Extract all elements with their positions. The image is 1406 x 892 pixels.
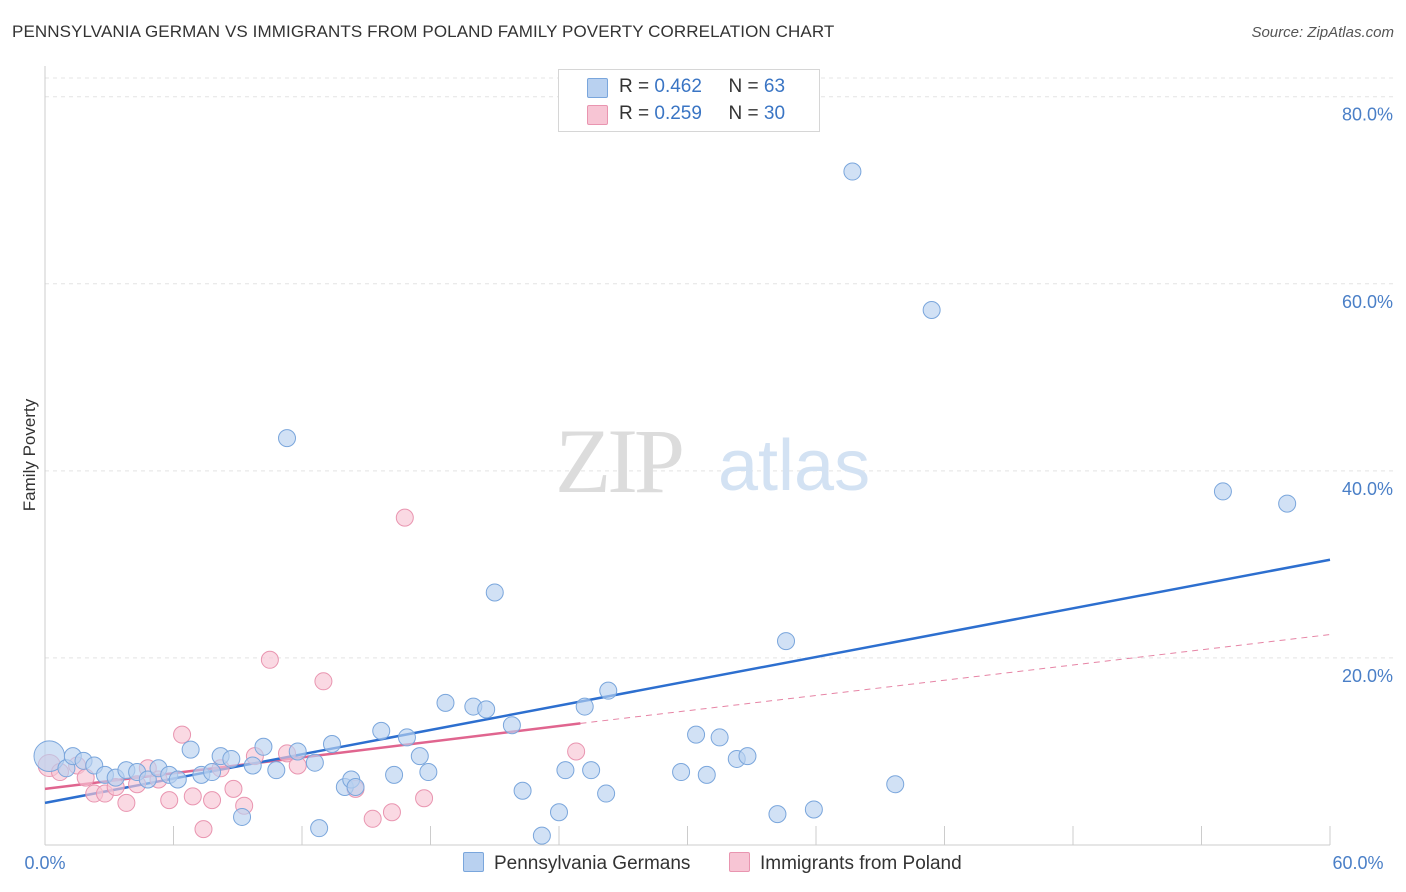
grid	[45, 77, 1393, 659]
data-point-pennsylvania-germans	[768, 805, 787, 824]
data-point-pennsylvania-germans	[532, 826, 551, 845]
legend-r-value: 0.259	[654, 103, 702, 124]
y-tick-label: 60.0%	[1342, 292, 1393, 312]
watermark-zip: ZIP	[555, 410, 682, 512]
data-point-pennsylvania-germans	[687, 725, 706, 744]
data-point-immigrants-from-poland	[567, 742, 586, 761]
data-point-pennsylvania-germans	[397, 728, 416, 747]
data-point-pennsylvania-germans	[1213, 482, 1232, 501]
tick-labels: 20.0% 40.0% 60.0% 80.0% 0.0% 60.0%	[24, 105, 1393, 873]
data-point-pennsylvania-germans	[485, 583, 504, 602]
legend-r-label: R =	[619, 76, 650, 97]
data-point-immigrants-from-poland	[117, 793, 136, 812]
data-point-pennsylvania-germans	[710, 728, 729, 747]
data-point-immigrants-from-poland	[160, 791, 179, 810]
data-point-pennsylvania-germans	[477, 700, 496, 719]
data-point-pennsylvania-germans	[372, 721, 391, 740]
data-point-immigrants-from-poland	[173, 725, 192, 744]
data-point-pennsylvania-germans	[181, 740, 200, 759]
data-points	[33, 162, 1297, 845]
legend-r-value: 0.462	[654, 76, 702, 97]
data-point-pennsylvania-germans	[419, 763, 438, 782]
data-point-immigrants-from-poland	[415, 789, 434, 808]
data-point-immigrants-from-poland	[382, 803, 401, 822]
legend-swatch-blue	[587, 78, 608, 98]
data-point-immigrants-from-poland	[194, 820, 213, 839]
data-point-immigrants-from-poland	[183, 787, 202, 806]
x-tick-label: 60.0%	[1332, 853, 1383, 873]
legend-n-value: 30	[763, 103, 786, 124]
data-point-pennsylvania-germans	[738, 747, 757, 766]
data-point-pennsylvania-germans	[436, 693, 455, 712]
data-point-pennsylvania-germans	[288, 742, 307, 761]
y-tick-label: 20.0%	[1342, 666, 1393, 686]
data-point-immigrants-from-poland	[203, 791, 222, 810]
data-point-pennsylvania-germans	[385, 765, 404, 784]
data-point-pennsylvania-germans	[310, 819, 329, 838]
legend: R = 0.462 N = 63 R = 0.259 N = 30	[558, 69, 820, 132]
data-point-pennsylvania-germans	[138, 770, 157, 789]
data-point-immigrants-from-poland	[224, 779, 243, 798]
data-point-pennsylvania-germans	[278, 429, 297, 448]
bottom-legend-label: Immigrants from Poland	[760, 853, 962, 874]
data-point-pennsylvania-germans	[513, 781, 532, 800]
bottom-legend-swatch-blue	[463, 852, 484, 872]
data-point-immigrants-from-poland	[395, 508, 414, 527]
bottom-legend-label: Pennsylvania Germans	[494, 853, 691, 874]
chart-source: Source: ZipAtlas.com	[1251, 24, 1394, 41]
data-point-pennsylvania-germans	[267, 761, 286, 780]
data-point-pennsylvania-germans	[243, 756, 262, 775]
data-point-pennsylvania-germans	[1278, 494, 1297, 513]
data-point-pennsylvania-germans	[346, 778, 365, 797]
chart-title: PENNSYLVANIA GERMAN VS IMMIGRANTS FROM P…	[12, 22, 835, 41]
legend-swatch-pink	[587, 105, 608, 125]
data-point-pennsylvania-germans	[203, 763, 222, 782]
data-point-pennsylvania-germans	[168, 770, 187, 789]
data-point-pennsylvania-germans	[777, 632, 796, 651]
data-point-pennsylvania-germans	[322, 734, 341, 753]
trend-line-extension-immigrants-from-poland	[580, 634, 1331, 724]
bottom-legend-immigrants-from-poland: Immigrants from Poland	[729, 852, 962, 875]
y-tick-label: 80.0%	[1342, 105, 1393, 125]
data-point-pennsylvania-germans	[305, 753, 324, 772]
y-axis-label: Family Poverty	[20, 398, 39, 511]
data-point-immigrants-from-poland	[314, 672, 333, 691]
bottom-legend-pennsylvania-germans: Pennsylvania Germans	[463, 852, 690, 875]
data-point-pennsylvania-germans	[502, 716, 521, 735]
bottom-legend-swatch-pink	[729, 852, 750, 872]
data-point-pennsylvania-germans	[886, 775, 905, 794]
data-point-pennsylvania-germans	[254, 737, 273, 756]
legend-r-label: R =	[619, 103, 650, 124]
data-point-pennsylvania-germans	[222, 749, 241, 768]
legend-n-value: 63	[763, 76, 786, 97]
data-point-pennsylvania-germans	[804, 800, 823, 819]
legend-n-label: N =	[728, 103, 759, 124]
data-point-pennsylvania-germans	[575, 697, 594, 716]
axes	[44, 66, 1331, 846]
data-point-pennsylvania-germans	[582, 761, 601, 780]
data-point-pennsylvania-germans	[597, 784, 616, 803]
data-point-pennsylvania-germans	[233, 807, 252, 826]
watermark: ZIP atlas	[555, 410, 870, 512]
data-point-pennsylvania-germans	[672, 763, 691, 782]
y-tick-label: 40.0%	[1342, 479, 1393, 499]
data-point-pennsylvania-germans	[697, 765, 716, 784]
data-point-immigrants-from-poland	[363, 809, 382, 828]
data-point-pennsylvania-germans	[843, 162, 862, 181]
x-tick-label: 0.0%	[24, 853, 65, 873]
data-point-pennsylvania-germans	[556, 761, 575, 780]
data-point-pennsylvania-germans	[599, 681, 618, 700]
data-point-pennsylvania-germans	[922, 300, 941, 319]
legend-n-label: N =	[728, 76, 759, 97]
data-point-pennsylvania-germans	[550, 803, 568, 822]
data-point-pennsylvania-germans	[410, 747, 429, 766]
data-point-immigrants-from-poland	[260, 650, 279, 669]
watermark-atlas: atlas	[718, 426, 870, 506]
